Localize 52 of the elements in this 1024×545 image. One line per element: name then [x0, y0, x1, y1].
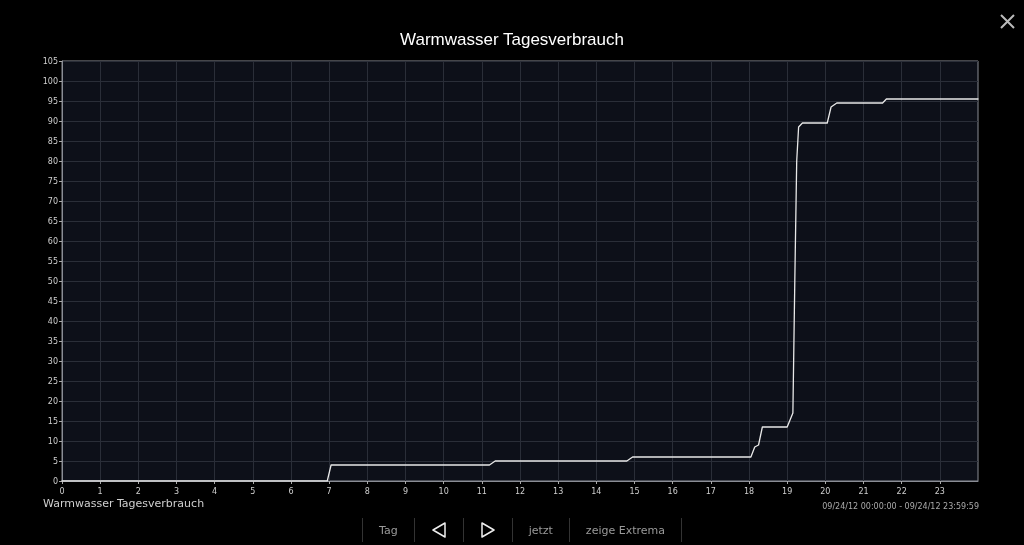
- x-tick-label: 21: [858, 486, 869, 496]
- x-tick-label: 19: [782, 486, 793, 496]
- x-tick-label: 10: [438, 486, 449, 496]
- x-tick-label: 20: [820, 486, 831, 496]
- y-tick-label: 55: [47, 256, 58, 266]
- x-tick-label: 3: [173, 486, 180, 496]
- x-tick-label: 16: [667, 486, 678, 496]
- x-tick-label: 5: [250, 486, 256, 496]
- x-tick-label: 23: [934, 486, 945, 496]
- text: jetzt: [511, 518, 569, 542]
- x-tick-label: 15: [629, 486, 640, 496]
- x-tick-label: 12: [514, 486, 526, 496]
- x-tick-label: 7: [326, 486, 332, 496]
- x-tick-label: 18: [743, 486, 755, 496]
- y-tick-label: 60: [47, 236, 58, 246]
- y-tick-label: 40: [47, 316, 58, 326]
- y-tick-label: 45: [47, 296, 58, 306]
- y-tick-label: 85: [47, 136, 58, 146]
- chart-title: Warmwasser Tagesverbrauch: [400, 30, 624, 49]
- y-tick-label: 35: [47, 336, 58, 346]
- y-tick-label: 5: [52, 456, 58, 466]
- y-tick-label: 75: [47, 176, 58, 186]
- y-tick-label: 65: [47, 216, 58, 226]
- x-tick-label: 9: [402, 486, 409, 496]
- x-tick-label: 0: [59, 486, 65, 496]
- y-tick-label: 0: [52, 476, 58, 486]
- x-tick-label: 22: [896, 486, 907, 496]
- y-tick-label: 70: [47, 196, 58, 206]
- x-tick-label: 1: [97, 486, 103, 496]
- x-tick-label: 2: [135, 486, 141, 496]
- x-tick-label: 6: [288, 486, 294, 496]
- x-tick-label: 13: [553, 486, 564, 496]
- text: Tag: [362, 518, 414, 542]
- y-tick-label: 50: [47, 276, 58, 286]
- y-tick-label: 105: [42, 56, 58, 66]
- x-tick-label: 11: [476, 486, 487, 496]
- y-tick-label: 10: [47, 436, 58, 446]
- y-tick-label: 30: [47, 356, 58, 366]
- x-tick-label: 4: [212, 486, 218, 496]
- y-tick-label: 15: [47, 416, 58, 426]
- x-tick-label: 14: [591, 486, 602, 496]
- text: zeige Extrema: [568, 518, 682, 542]
- y-tick-label: 25: [47, 376, 58, 386]
- x-tick-label: 8: [364, 486, 370, 496]
- y-tick-label: 95: [47, 96, 58, 106]
- y-tick-label: 100: [42, 76, 58, 86]
- x-tick-label: 17: [705, 486, 716, 496]
- y-tick-label: 90: [47, 116, 58, 126]
- x-axis-title: Warmwasser Tagesverbrauch: [43, 497, 205, 510]
- text: 09/24/12 00:00:00 - 09/24/12 23:59:59: [822, 501, 979, 511]
- y-tick-label: 20: [47, 396, 58, 406]
- y-tick-label: 80: [47, 156, 58, 166]
